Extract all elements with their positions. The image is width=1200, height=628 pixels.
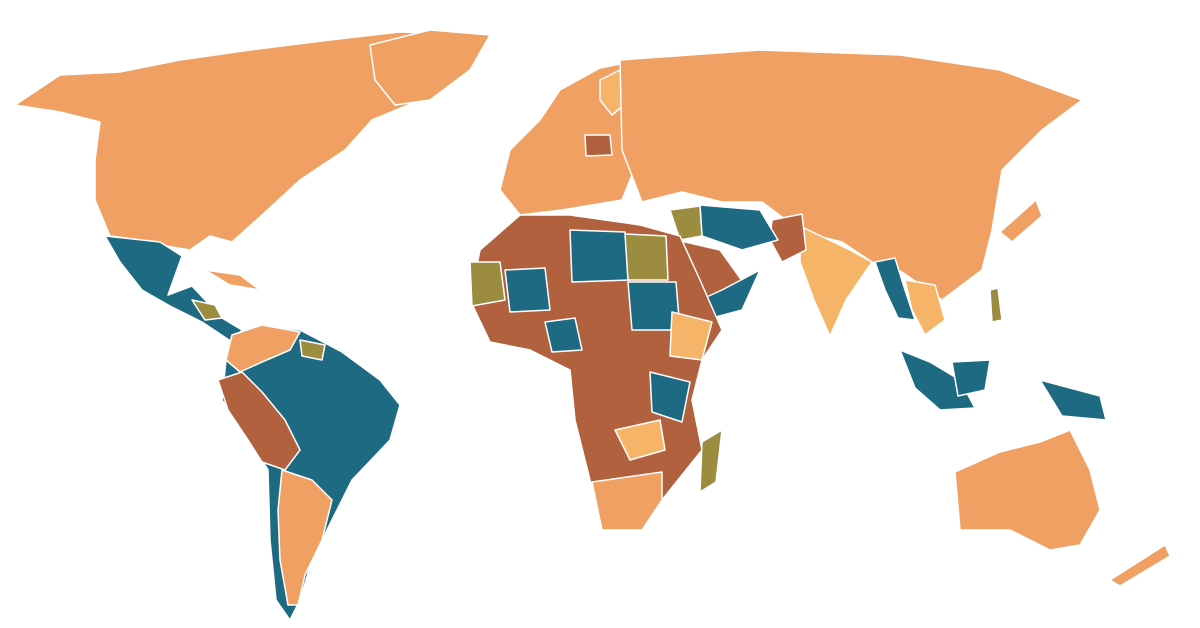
india [799,225,873,337]
indonesia-sumatra-java [899,349,976,411]
myanmar [874,257,916,321]
cuba [204,269,261,291]
borneo [951,359,991,397]
peru-bolivia [217,371,301,471]
libya [569,229,631,283]
mali [504,267,551,313]
guatemala-region [191,299,223,321]
egypt [624,233,669,281]
north-america [14,31,486,251]
zambia-zimbabwe [614,419,666,461]
new-guinea [1039,379,1107,421]
argentina [277,469,333,606]
madagascar [699,429,723,493]
greenland [369,29,491,106]
tanzania [649,371,691,423]
australia [954,429,1101,551]
syria-iraq [669,205,703,241]
indochina [904,279,946,336]
poland [584,134,613,157]
iran [699,204,779,251]
brazil-region [221,324,401,621]
guyana-region [299,339,326,361]
colombia-venezuela [225,324,301,373]
philippines [989,287,1003,323]
mexico-central-america [104,235,243,343]
japan [999,199,1043,243]
nigeria [544,317,583,353]
southern-africa [591,471,663,531]
ethiopia [669,311,713,361]
mauritania [469,261,506,307]
new-zealand [1109,544,1171,587]
